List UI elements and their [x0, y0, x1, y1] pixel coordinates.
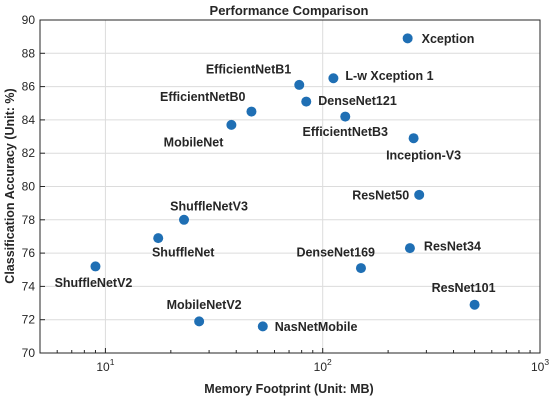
point-label: Inception-V3 [386, 149, 461, 163]
data-point [328, 73, 339, 84]
y-tick-label: 74 [22, 279, 36, 293]
data-point [469, 299, 480, 310]
point-label: NasNetMobile [275, 320, 358, 334]
point-label: DenseNet169 [296, 246, 375, 260]
y-tick-label: 70 [22, 346, 36, 360]
data-point [226, 119, 237, 130]
chart-title: Performance Comparison [210, 3, 369, 18]
y-axis-label: Classification Accuracy (Unit: %) [3, 88, 17, 283]
data-point [179, 214, 190, 225]
point-label: EfficientNetB3 [303, 125, 388, 139]
x-tick-label: 103 [531, 357, 549, 374]
point-label: EfficientNetB0 [160, 90, 245, 104]
y-tick-label: 88 [22, 46, 36, 60]
y-tick-label: 84 [22, 113, 36, 127]
point-label: ShuffleNetV2 [55, 276, 133, 290]
point-label: MobileNetV2 [167, 298, 242, 312]
y-tick-label: 86 [22, 80, 36, 94]
point-label: ResNet50 [352, 188, 409, 202]
y-tick-label: 90 [22, 13, 36, 27]
point-label: Xception [422, 32, 475, 46]
axis-ticks: 70 72 74 76 78 80 82 84 86 88 90 101 102 103 [22, 13, 550, 374]
y-tick-label: 76 [22, 246, 36, 260]
point-label: EfficientNetB1 [206, 62, 291, 76]
data-point [414, 189, 425, 200]
x-tick-label: 102 [314, 357, 332, 374]
data-point [153, 233, 164, 244]
data-point [90, 261, 101, 272]
data-point [194, 316, 205, 327]
data-points: Xception EfficientNetB1 L-w Xception 1 Effi… [55, 32, 496, 334]
x-tick-label: 101 [96, 357, 114, 374]
data-point [257, 321, 268, 332]
data-point [246, 106, 257, 117]
point-label: ShuffleNet [152, 246, 215, 260]
data-point [402, 33, 413, 44]
data-point [408, 133, 419, 144]
point-label: L-w Xception 1 [345, 69, 433, 83]
point-label: MobileNet [164, 135, 225, 149]
point-label: ShuffleNetV3 [170, 199, 248, 213]
point-label: ResNet101 [432, 281, 496, 295]
y-tick-label: 72 [22, 313, 36, 327]
point-label: ResNet34 [424, 240, 481, 254]
point-label: DenseNet121 [318, 94, 397, 108]
data-point [404, 243, 415, 254]
y-tick-label: 80 [22, 180, 36, 194]
y-tick-label: 82 [22, 146, 36, 160]
data-point [340, 111, 351, 122]
data-point [355, 263, 366, 274]
data-point [294, 79, 305, 90]
data-point [301, 96, 312, 107]
y-tick-label: 78 [22, 213, 36, 227]
x-axis-label: Memory Footprint (Unit: MB) [204, 382, 373, 396]
